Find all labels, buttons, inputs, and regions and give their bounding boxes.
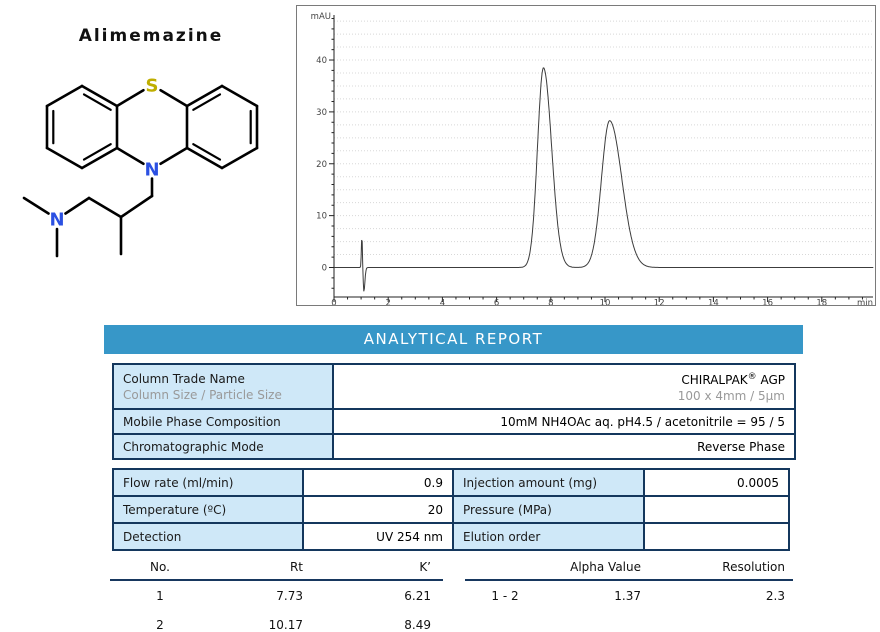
svg-text:18: 18 <box>816 299 827 306</box>
table-row: Flow rate (ml/min) 0.9 Injection amount … <box>112 468 790 497</box>
flow-rate-label: Flow rate (ml/min) <box>112 468 304 497</box>
svg-text:14: 14 <box>708 299 719 306</box>
svg-text:30: 30 <box>316 108 327 118</box>
svg-text:16: 16 <box>762 299 773 306</box>
svg-text:4: 4 <box>440 299 445 306</box>
svg-text:8: 8 <box>548 299 553 306</box>
mobile-phase-label: Mobile Phase Composition <box>112 408 334 435</box>
svg-text:10: 10 <box>600 299 611 306</box>
conditions-table: Flow rate (ml/min) 0.9 Injection amount … <box>112 468 790 551</box>
report-banner: ANALYTICAL REPORT <box>104 325 803 354</box>
injection-amount-label: Injection amount (mg) <box>452 468 645 497</box>
table-row: Detection UV 254 nm Elution order <box>112 522 790 551</box>
svg-text:2: 2 <box>385 299 390 306</box>
chromatogram-panel: 0 10 20 30 40 0 2 4 6 8 10 12 14 16 18 mAU min <box>296 5 876 306</box>
table-row: Column Trade Name Column Size / Particle… <box>112 363 796 410</box>
k-prime-header: K’ <box>314 554 443 581</box>
table-row: 1 7.73 6.21 <box>156 588 431 603</box>
svg-text:10: 10 <box>316 212 327 222</box>
table-header-row: Alpha Value Resolution <box>465 554 793 581</box>
chromatographic-mode-value: Reverse Phase <box>332 433 796 460</box>
column-size-value: 100 x 4mm / 5µm <box>677 389 785 403</box>
flow-rate-value: 0.9 <box>302 468 454 497</box>
table-header-row: No. Rt K’ <box>110 554 443 581</box>
detection-label: Detection <box>112 522 304 551</box>
molecule-structure: S N N <box>22 76 259 258</box>
compound-structure-block: Alimemazine <box>2 0 300 300</box>
svg-text:12: 12 <box>654 299 665 306</box>
table-row: Chromatographic Mode Reverse Phase <box>112 433 796 460</box>
ring-nitrogen-label: N <box>144 160 159 181</box>
svg-text:0: 0 <box>322 264 327 274</box>
column-trade-name-label: Column Trade Name Column Size / Particle… <box>112 363 334 410</box>
no-header: No. <box>110 554 210 581</box>
table-row: 2 10.17 8.49 <box>156 617 431 632</box>
temperature-value: 20 <box>302 495 454 524</box>
column-trade-name-value: CHIRALPAK® AGP 100 x 4mm / 5µm <box>332 363 796 410</box>
injection-amount-value: 0.0005 <box>643 468 790 497</box>
rt-header: Rt <box>210 554 314 581</box>
sulfur-atom-label: S <box>146 76 159 97</box>
pressure-value <box>643 495 790 524</box>
mobile-phase-value: 10mM NH4OAc aq. pH4.5 / acetonitrile = 9… <box>332 408 796 435</box>
resolution-header: Resolution <box>653 554 793 581</box>
compound-name: Alimemazine <box>78 26 224 46</box>
chromatographic-mode-label: Chromatographic Mode <box>112 433 334 460</box>
table-row: Mobile Phase Composition 10mM NH4OAc aq.… <box>112 408 796 435</box>
elution-order-label: Elution order <box>452 522 645 551</box>
column-info-table: Column Trade Name Column Size / Particle… <box>112 363 796 460</box>
pressure-label: Pressure (MPa) <box>452 495 645 524</box>
svg-text:6: 6 <box>494 299 499 306</box>
chromatogram-plot: 0 10 20 30 40 0 2 4 6 8 10 12 14 16 18 mAU min <box>311 12 874 306</box>
peaks-result-table: No. Rt K’ 1 7.73 6.21 2 10.17 8.49 <box>110 554 443 632</box>
table-row: 1 - 2 1.37 2.3 <box>491 588 785 603</box>
svg-text:0: 0 <box>331 299 336 306</box>
detection-value: UV 254 nm <box>302 522 454 551</box>
amine-nitrogen-label: N <box>49 210 64 231</box>
temperature-label: Temperature (ºC) <box>112 495 304 524</box>
registered-mark: ® <box>747 372 757 382</box>
alpha-value-header: Alpha Value <box>545 554 653 581</box>
separation-result-table: Alpha Value Resolution 1 - 2 1.37 2.3 <box>465 554 793 610</box>
report-banner-title: ANALYTICAL REPORT <box>363 330 544 348</box>
table-row: Temperature (ºC) 20 Pressure (MPa) <box>112 495 790 524</box>
svg-text:mAU: mAU <box>311 12 331 22</box>
svg-text:40: 40 <box>316 56 327 66</box>
svg-text:20: 20 <box>316 160 327 170</box>
elution-order-value <box>643 522 790 551</box>
svg-text:min: min <box>857 299 873 306</box>
pair-header <box>465 554 545 581</box>
